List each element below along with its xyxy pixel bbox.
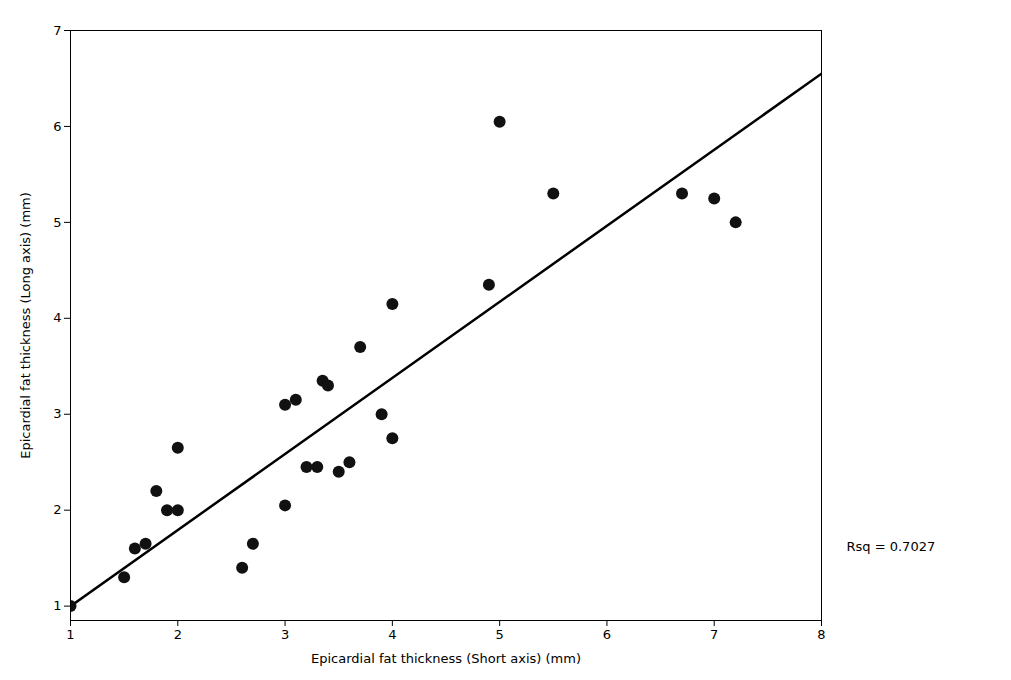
svg-text:2: 2 bbox=[174, 627, 182, 642]
svg-text:1: 1 bbox=[53, 598, 61, 613]
svg-text:8: 8 bbox=[817, 627, 825, 642]
svg-text:3: 3 bbox=[53, 406, 61, 421]
svg-text:1: 1 bbox=[66, 627, 74, 642]
svg-text:3: 3 bbox=[281, 627, 289, 642]
svg-text:Epicardial fat thickness (Shor: Epicardial fat thickness (Short axis) (m… bbox=[311, 651, 581, 666]
svg-text:6: 6 bbox=[603, 627, 611, 642]
svg-text:7: 7 bbox=[53, 23, 61, 38]
svg-text:5: 5 bbox=[496, 627, 504, 642]
svg-text:5: 5 bbox=[53, 215, 61, 230]
svg-text:2: 2 bbox=[53, 502, 61, 517]
svg-text:4: 4 bbox=[388, 627, 396, 642]
svg-text:6: 6 bbox=[53, 119, 61, 134]
svg-text:4: 4 bbox=[53, 310, 61, 325]
svg-text:7: 7 bbox=[710, 627, 718, 642]
svg-text:Epicardial fat thickness (Long: Epicardial fat thickness (Long axis) (mm… bbox=[18, 192, 33, 459]
svg-text:Rsq = 0.7027: Rsq = 0.7027 bbox=[847, 539, 936, 554]
